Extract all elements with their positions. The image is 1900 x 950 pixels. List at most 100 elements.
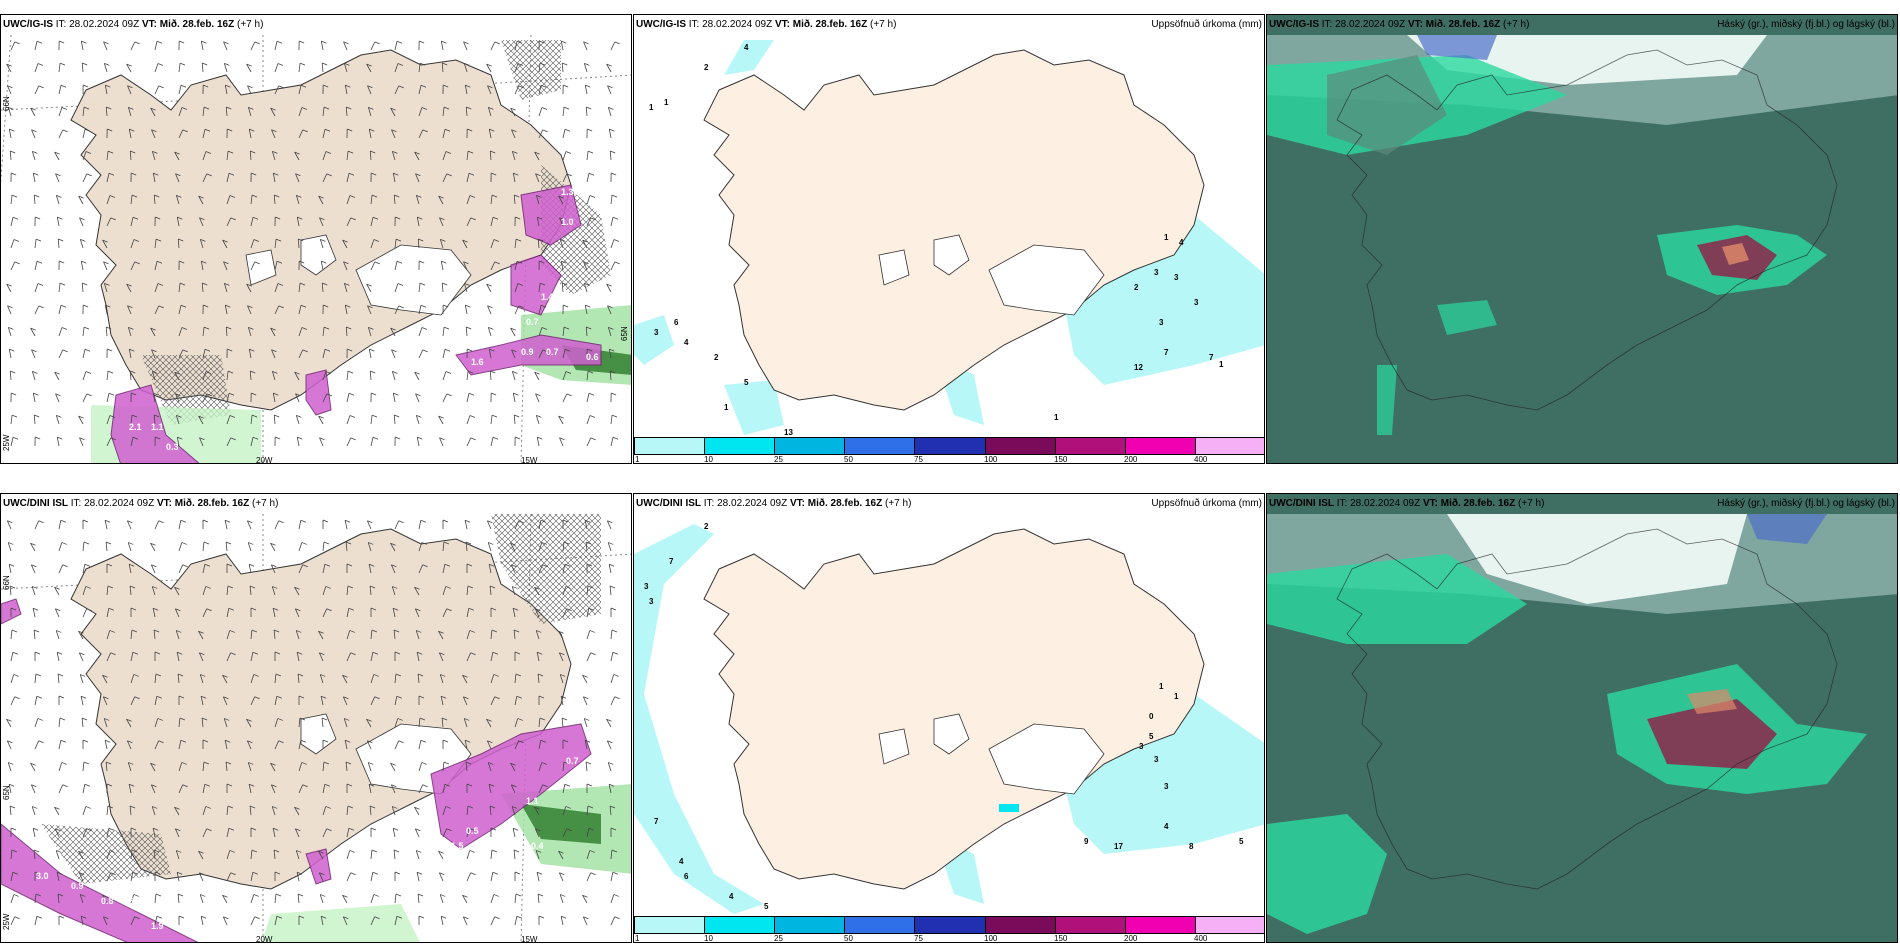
wind-barb-flag xyxy=(563,541,570,545)
wind-barb xyxy=(442,806,447,816)
wind-barb xyxy=(130,630,133,640)
wind-barb xyxy=(6,283,12,293)
wind-barb-flag xyxy=(417,893,424,897)
precip-value: 3 xyxy=(1154,755,1159,764)
wind-barb-flag xyxy=(198,415,204,419)
wind-barb xyxy=(174,587,180,596)
wind-barb-flag xyxy=(155,436,161,440)
wind-barb-flag xyxy=(250,607,257,611)
precip-value-labels: 2 7 3 3 7 4 6 4 5 1 0 5 3 3 3 4 8 9 17 5… xyxy=(644,522,1244,911)
lat-label: 66N xyxy=(2,96,11,111)
wind-barb-flag xyxy=(320,695,327,699)
wind-barb xyxy=(562,349,566,359)
wind-barb-flag xyxy=(174,806,180,810)
wind-barb xyxy=(344,740,348,750)
wind-barb xyxy=(247,85,252,95)
wind-barb-flag xyxy=(513,629,520,633)
wind-barb-flag xyxy=(133,239,140,242)
wind-barb-flag xyxy=(61,107,68,110)
wind-barb-flag xyxy=(273,172,279,176)
wind-barb xyxy=(462,895,468,904)
wind-barb-flag xyxy=(8,762,14,765)
hatched-area xyxy=(501,40,561,100)
wind-barb xyxy=(536,872,540,882)
legend-tick: 150 xyxy=(1054,934,1068,943)
wind-barb-flag xyxy=(612,651,619,655)
wind-barb-flag xyxy=(254,41,260,45)
wind-barb-flag xyxy=(155,893,162,897)
wind-barb xyxy=(583,283,588,293)
wind-barb-flag xyxy=(563,326,570,330)
wind-barb-flag xyxy=(134,41,140,45)
wind-barb-flag xyxy=(537,893,544,897)
wind-barb xyxy=(417,238,420,249)
wind-barb-flag xyxy=(566,393,572,397)
wind-barb xyxy=(250,894,255,904)
wind-barb xyxy=(298,305,302,315)
wind-barb-flag xyxy=(248,107,254,110)
wind-barb-flag xyxy=(369,585,376,589)
wind-barb xyxy=(272,393,276,403)
wind-barb-flag xyxy=(179,40,185,44)
glacier xyxy=(933,713,970,755)
wind-barb xyxy=(270,543,276,552)
wind-barb xyxy=(150,543,156,552)
wind-barb-flag xyxy=(324,563,331,567)
wind-barb-flag xyxy=(60,84,67,88)
wind-barb xyxy=(562,608,568,618)
wind-barb-flag xyxy=(415,828,421,832)
wind-barb xyxy=(225,326,228,337)
wind-barb xyxy=(202,542,205,552)
wind-barb-flag xyxy=(83,541,90,545)
wind-barb-flag xyxy=(60,739,67,743)
wind-barb-flag xyxy=(535,828,541,832)
wind-barb-flag xyxy=(55,393,61,397)
wind-barb xyxy=(152,393,156,403)
wind-barb xyxy=(319,674,324,684)
wind-barb xyxy=(175,195,180,205)
wind-barb-flag xyxy=(296,850,302,853)
wind-barb-flag xyxy=(419,40,425,44)
precip-map: 2 7 3 3 7 4 6 4 5 1 0 5 3 3 3 4 8 9 17 5… xyxy=(634,522,1264,914)
wind-barb xyxy=(178,305,182,315)
wind-barb xyxy=(370,415,373,425)
wind-barb xyxy=(585,762,588,772)
wind-barb xyxy=(510,543,516,552)
wind-barb-flag xyxy=(86,393,92,397)
wind-barb xyxy=(225,542,228,552)
wind-barb-flag xyxy=(468,607,475,611)
wind-barb-flag xyxy=(206,393,212,397)
wind-barb-flag xyxy=(584,283,590,286)
wind-barb-flag xyxy=(301,327,308,330)
wind-barb xyxy=(439,674,444,684)
wind-barb xyxy=(466,630,471,640)
wind-barb-flag xyxy=(610,827,617,831)
wind-barb xyxy=(8,784,12,794)
wind-barb xyxy=(438,631,444,640)
wind-barb-flag xyxy=(276,695,283,699)
wind-barb xyxy=(514,63,519,73)
wind-barb-flag xyxy=(299,40,305,44)
wind-barb xyxy=(322,542,325,552)
wind-barb xyxy=(318,851,324,860)
wind-barb xyxy=(78,631,84,640)
wind-barb xyxy=(223,41,228,51)
wind-barb xyxy=(150,327,156,337)
wind-barb xyxy=(201,282,204,293)
wind-barb-flag xyxy=(153,392,159,396)
wind-barb-flag xyxy=(540,739,547,743)
wind-barb-flag xyxy=(271,564,277,568)
wind-barb xyxy=(247,542,252,552)
wind-barb-flag xyxy=(323,84,329,88)
wind-barb xyxy=(490,872,494,882)
wind-barb xyxy=(200,916,204,926)
wind-barb xyxy=(127,542,132,552)
wind-barb-flag xyxy=(564,348,571,352)
wind-barb xyxy=(322,151,327,161)
wind-barb xyxy=(10,872,14,882)
wind-barb-flag xyxy=(297,893,304,897)
wind-barb xyxy=(369,150,372,161)
dense-cloud-area xyxy=(1687,689,1737,714)
wind-barb-flag xyxy=(301,762,307,765)
legend-swatch xyxy=(845,917,916,933)
